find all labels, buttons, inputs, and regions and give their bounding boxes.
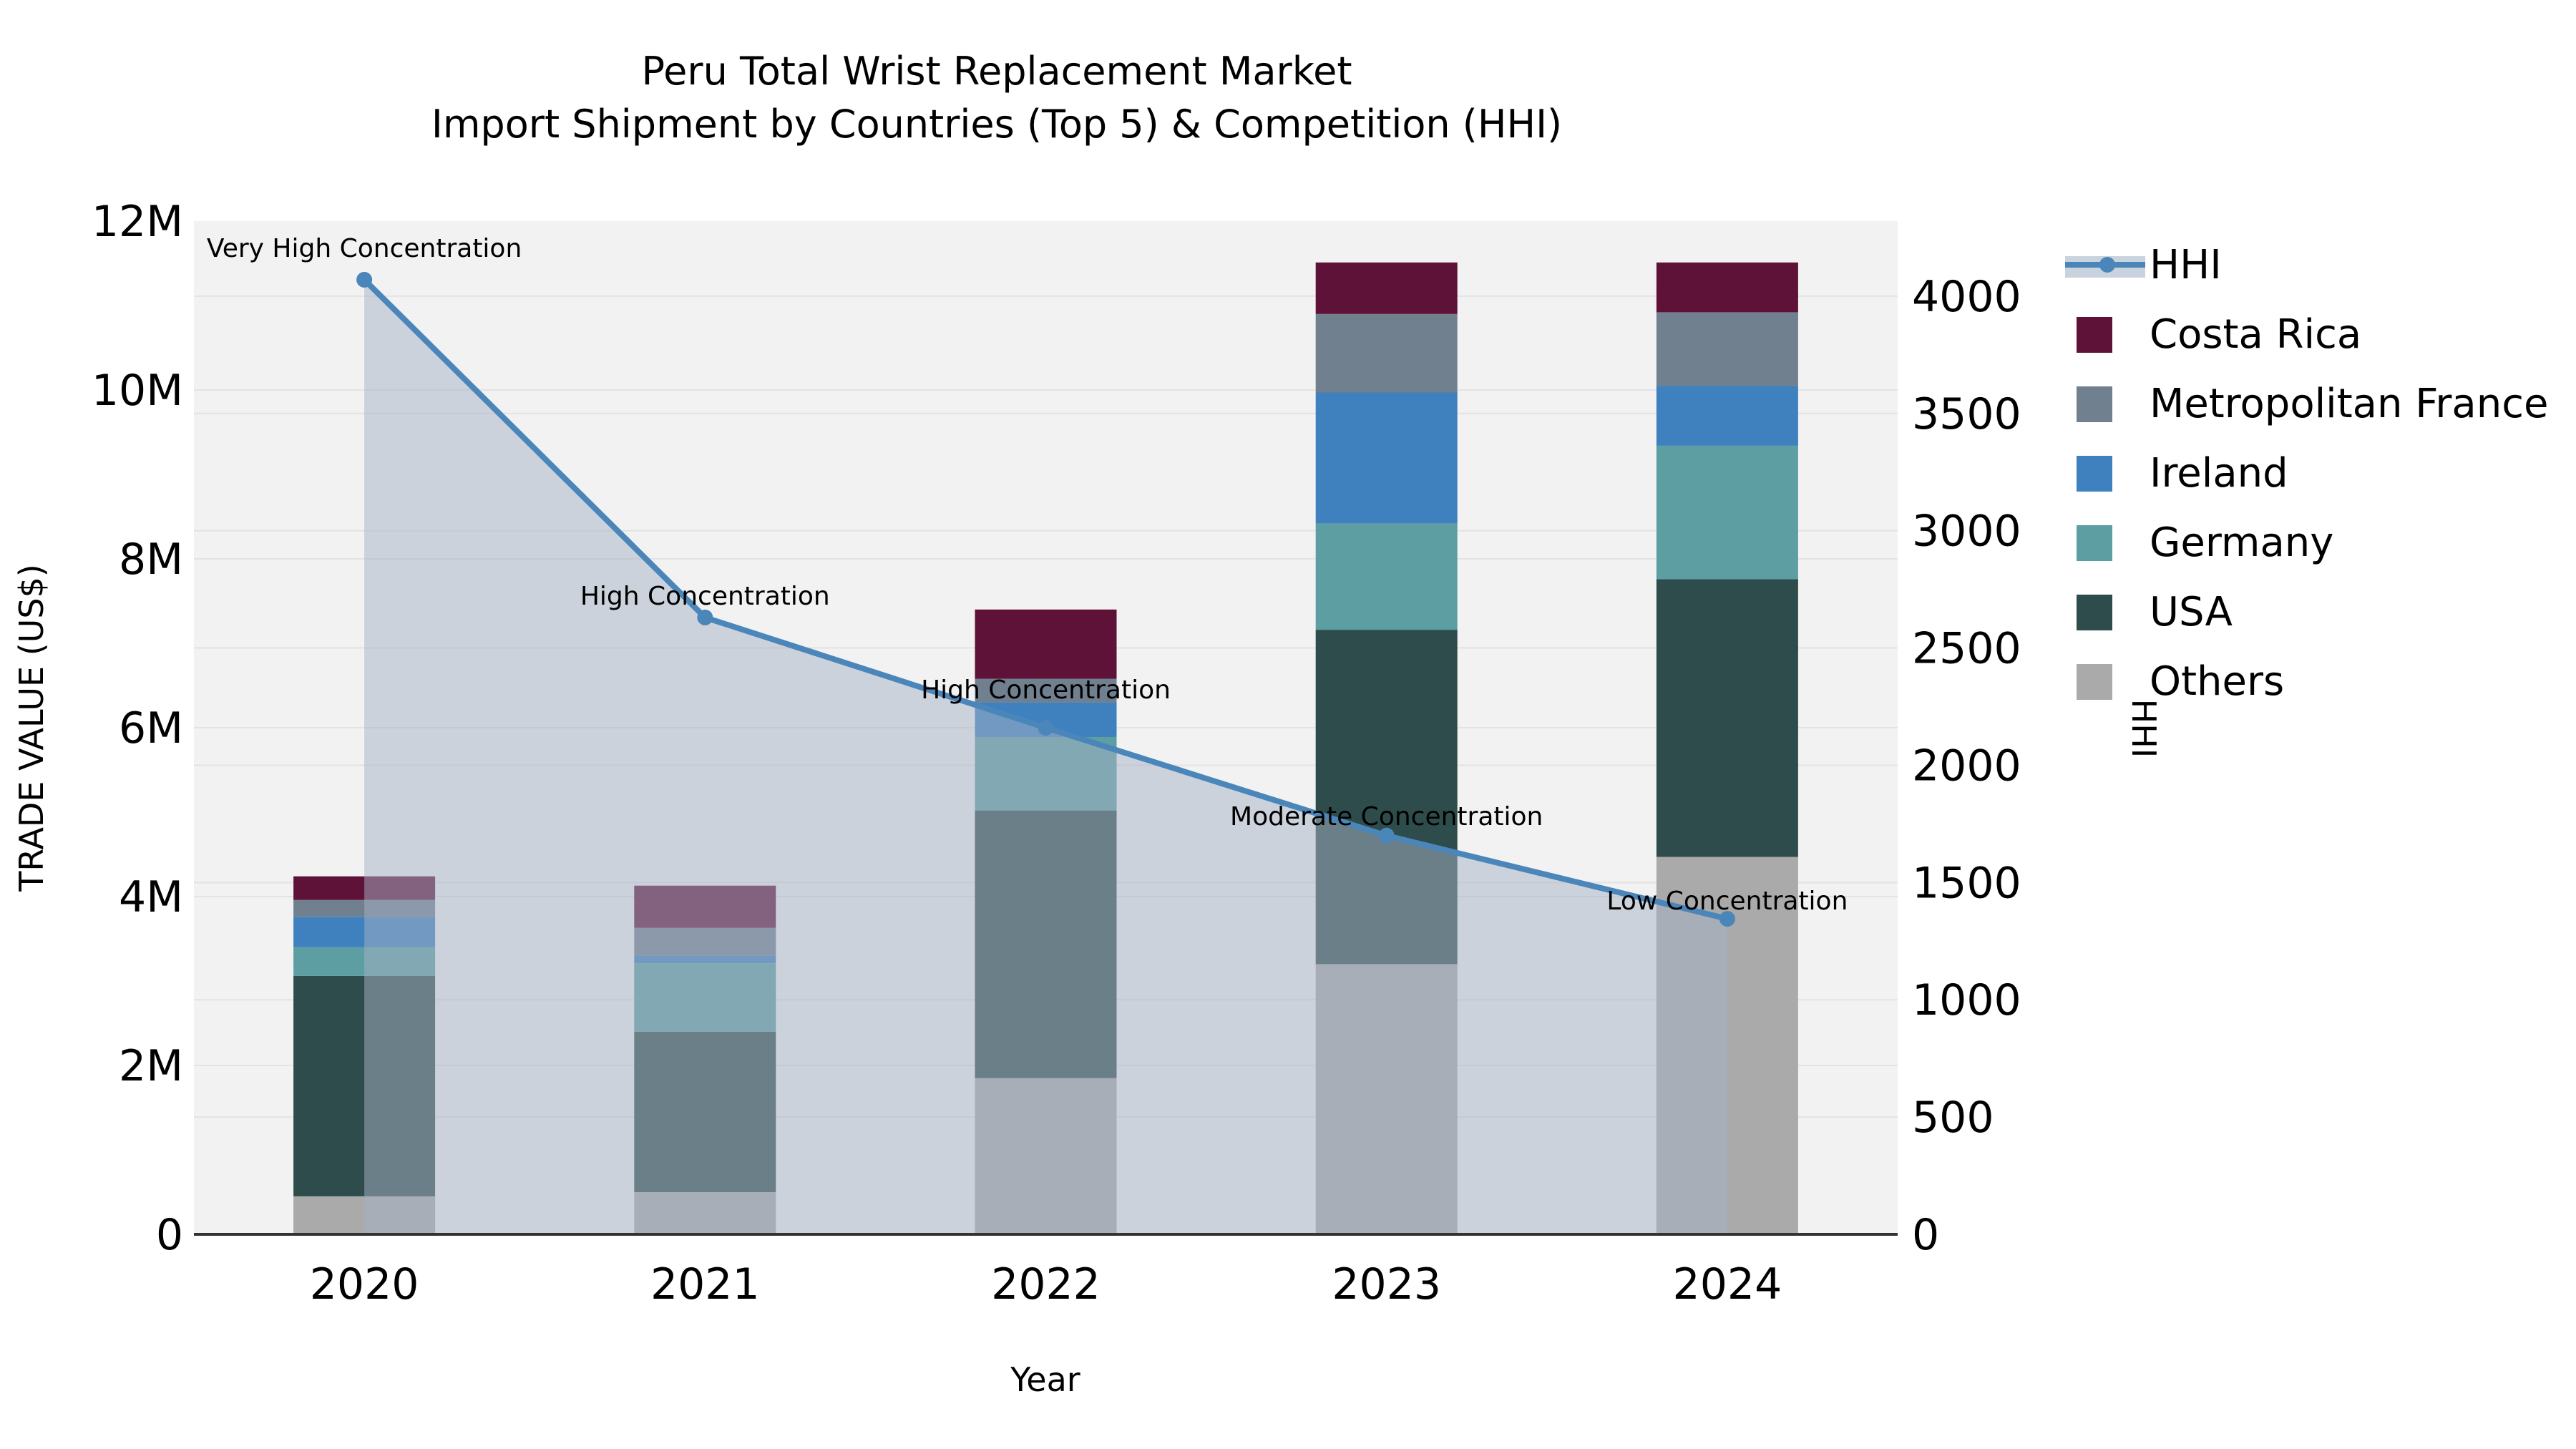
- left-tick-12M: 12M: [92, 197, 183, 247]
- x-tick-2022: 2022: [991, 1259, 1101, 1309]
- annotation-2023: Moderate Concentration: [1230, 802, 1543, 831]
- x-axis-title: Year: [1010, 1360, 1080, 1399]
- annotation-2020: Very High Concentration: [207, 234, 522, 263]
- legend-item-costa-rica: Costa Rica: [2068, 311, 2548, 358]
- legend-label: Costa Rica: [2150, 311, 2362, 358]
- hhi-marker-2023: [1378, 827, 1395, 844]
- legend-swatch-icon: [2068, 313, 2140, 356]
- right-tick-2500: 2500: [1912, 624, 2021, 674]
- x-tick-2024: 2024: [1673, 1259, 1782, 1309]
- bar-segment-costa-rica-2024: [1656, 262, 1798, 313]
- legend-label: HHI: [2150, 241, 2222, 288]
- legend-item-ireland: Ireland: [2068, 449, 2548, 497]
- bar-segment-metropolitan-france-2024: [1656, 312, 1798, 386]
- right-tick-1000: 1000: [1912, 975, 2021, 1025]
- left-axis-title: TRADE VALUE (US$): [12, 564, 51, 892]
- legend-swatch-icon: [2068, 590, 2140, 633]
- left-tick-4M: 4M: [119, 872, 183, 922]
- right-tick-1500: 1500: [1912, 858, 2021, 908]
- right-tick-4000: 4000: [1912, 272, 2021, 322]
- left-tick-0: 0: [156, 1210, 183, 1260]
- right-tick-500: 500: [1912, 1093, 1994, 1143]
- left-tick-2M: 2M: [119, 1041, 183, 1091]
- legend-label: Ireland: [2150, 449, 2288, 497]
- bar-segment-usa-2024: [1656, 579, 1798, 857]
- right-axis-title: HHI: [2124, 699, 2163, 758]
- bar-segment-ireland-2023: [1315, 392, 1458, 524]
- bar-segment-ireland-2024: [1656, 386, 1798, 446]
- annotation-2024: Low Concentration: [1606, 887, 1848, 916]
- legend-swatch-icon: [2068, 521, 2140, 564]
- plot-area: Very High Concentration High Concentratio…: [92, 197, 2021, 1309]
- bar-segment-metropolitan-france-2022: [975, 678, 1117, 703]
- right-tick-3500: 3500: [1912, 389, 2021, 439]
- chart-title-line2: Import Shipment by Countries (Top 5) & C…: [431, 102, 1562, 147]
- legend-swatch-icon: [2068, 660, 2140, 703]
- bar-segment-metropolitan-france-2023: [1315, 313, 1458, 393]
- hhi-marker-2021: [697, 609, 713, 625]
- x-tick-2020: 2020: [310, 1259, 419, 1309]
- legend-item-germany: Germany: [2068, 519, 2548, 566]
- x-tick-2021: 2021: [650, 1259, 760, 1309]
- legend-item-hhi: HHI: [2065, 241, 2548, 288]
- legend-item-metropolitan-france: Metropolitan France: [2068, 380, 2549, 427]
- chart-title-line1: Peru Total Wrist Replacement Market: [642, 49, 1352, 94]
- legend-swatch-icon: [2068, 452, 2140, 494]
- legend: HHI Costa Rica Metropolitan France Ireland G…: [2065, 241, 2549, 705]
- bar-segment-costa-rica-2022: [975, 609, 1117, 679]
- left-tick-10M: 10M: [92, 366, 183, 416]
- hhi-area-fill: [364, 279, 1727, 1234]
- right-tick-2000: 2000: [1912, 741, 2021, 791]
- left-tick-6M: 6M: [119, 703, 183, 753]
- legend-item-usa: USA: [2068, 588, 2548, 635]
- x-tick-2023: 2023: [1332, 1259, 1441, 1309]
- annotation-2022: High Concentration: [921, 675, 1171, 705]
- legend-swatch-icon: [2068, 382, 2140, 425]
- hhi-line-swatch-icon: [2065, 243, 2145, 286]
- hhi-marker-2022: [1038, 720, 1054, 736]
- legend-item-others: Others: [2068, 658, 2548, 705]
- hhi-marker-2024: [1719, 911, 1735, 927]
- legend-label: Others: [2150, 658, 2285, 705]
- annotation-2021: High Concentration: [580, 582, 830, 611]
- hhi-marker-2020: [356, 271, 373, 288]
- bar-segment-germany-2024: [1656, 445, 1798, 580]
- legend-label: Germany: [2150, 519, 2334, 566]
- left-tick-8M: 8M: [119, 535, 183, 585]
- bar-segment-germany-2023: [1315, 523, 1458, 630]
- right-tick-3000: 3000: [1912, 507, 2021, 557]
- legend-label: Metropolitan France: [2150, 380, 2549, 427]
- legend-label: USA: [2150, 588, 2233, 635]
- bar-segment-costa-rica-2023: [1315, 262, 1458, 314]
- right-tick-0: 0: [1912, 1210, 1939, 1260]
